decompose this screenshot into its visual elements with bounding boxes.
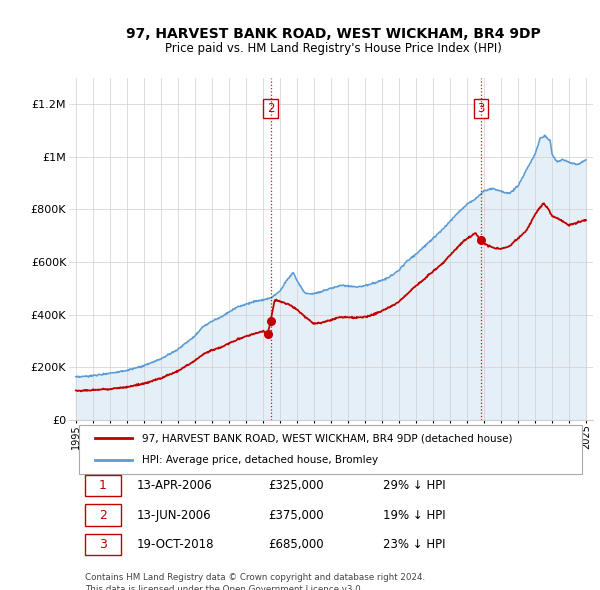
Text: Contains HM Land Registry data © Crown copyright and database right 2024.
This d: Contains HM Land Registry data © Crown c… <box>85 573 425 590</box>
Bar <box>79 425 583 474</box>
Text: £685,000: £685,000 <box>268 538 323 551</box>
Text: HPI: Average price, detached house, Bromley: HPI: Average price, detached house, Brom… <box>142 455 379 466</box>
Bar <box>85 534 121 555</box>
Text: £375,000: £375,000 <box>268 509 323 522</box>
Text: 2: 2 <box>267 102 274 115</box>
Text: 97, HARVEST BANK ROAD, WEST WICKHAM, BR4 9DP (detached house): 97, HARVEST BANK ROAD, WEST WICKHAM, BR4… <box>142 433 513 443</box>
Text: Price paid vs. HM Land Registry's House Price Index (HPI): Price paid vs. HM Land Registry's House … <box>164 42 502 55</box>
Text: 23% ↓ HPI: 23% ↓ HPI <box>383 538 446 551</box>
Text: 2: 2 <box>99 509 107 522</box>
Text: 13-JUN-2006: 13-JUN-2006 <box>137 509 212 522</box>
Text: 97, HARVEST BANK ROAD, WEST WICKHAM, BR4 9DP: 97, HARVEST BANK ROAD, WEST WICKHAM, BR4… <box>125 27 541 41</box>
Text: 29% ↓ HPI: 29% ↓ HPI <box>383 479 446 492</box>
Text: 1: 1 <box>99 479 107 492</box>
Text: 3: 3 <box>99 538 107 551</box>
Text: 19-OCT-2018: 19-OCT-2018 <box>137 538 215 551</box>
Bar <box>85 475 121 496</box>
Text: 3: 3 <box>477 102 484 115</box>
Text: £325,000: £325,000 <box>268 479 323 492</box>
Bar <box>85 504 121 526</box>
Text: 13-APR-2006: 13-APR-2006 <box>137 479 213 492</box>
Text: 19% ↓ HPI: 19% ↓ HPI <box>383 509 446 522</box>
